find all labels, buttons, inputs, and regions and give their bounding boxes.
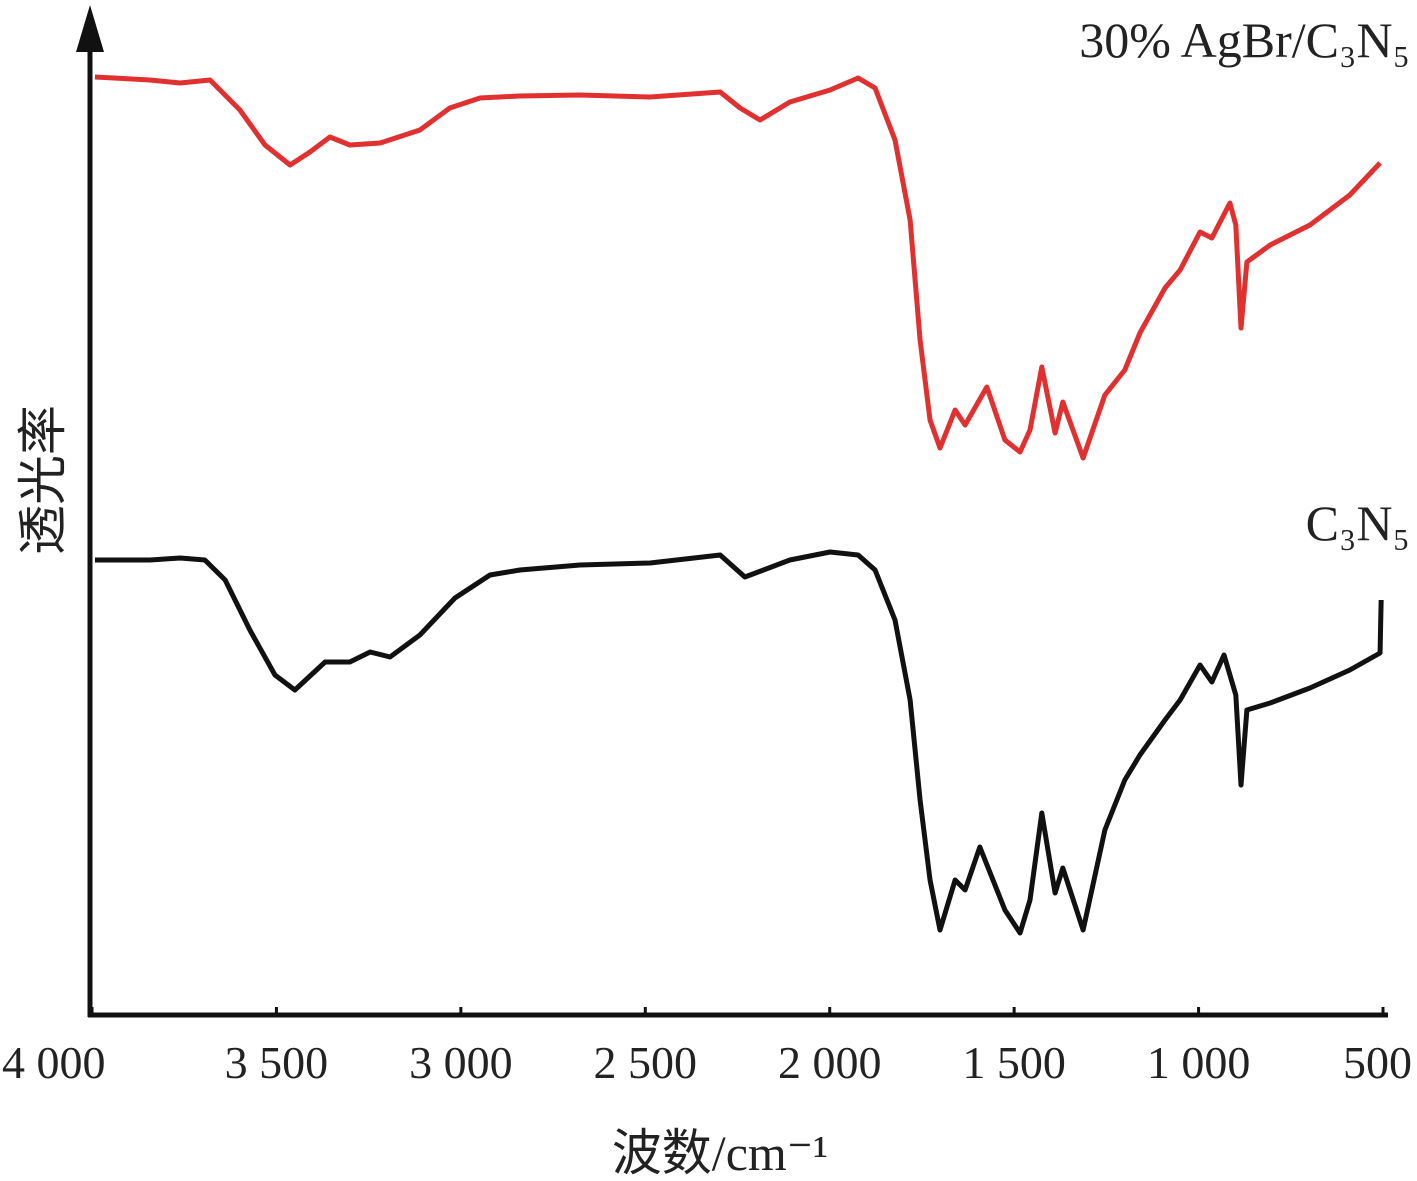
series-label: 30% AgBr/C₃N₅: [1079, 12, 1410, 68]
x-tick-label: 3 500: [225, 1037, 329, 1088]
x-tick-label: 500: [1343, 1037, 1412, 1088]
x-tick-label: 1 000: [1147, 1037, 1251, 1088]
spectrum-line: [94, 549, 1384, 936]
x-tick-label: 2 000: [778, 1037, 882, 1088]
x-tick-label: 2 500: [594, 1037, 698, 1088]
x-tick-label: 1 500: [962, 1037, 1066, 1088]
series-label: C₃N₅: [1306, 495, 1410, 551]
spectrum-line: [94, 74, 1382, 461]
x-tick-label: 4 000: [2, 1037, 106, 1088]
x-axis-label: 波数/cm⁻¹: [612, 1125, 828, 1181]
y-axis-arrow: [76, 5, 104, 52]
y-axis-label: 透光率: [15, 405, 71, 555]
x-tick-label: 3 000: [409, 1037, 513, 1088]
